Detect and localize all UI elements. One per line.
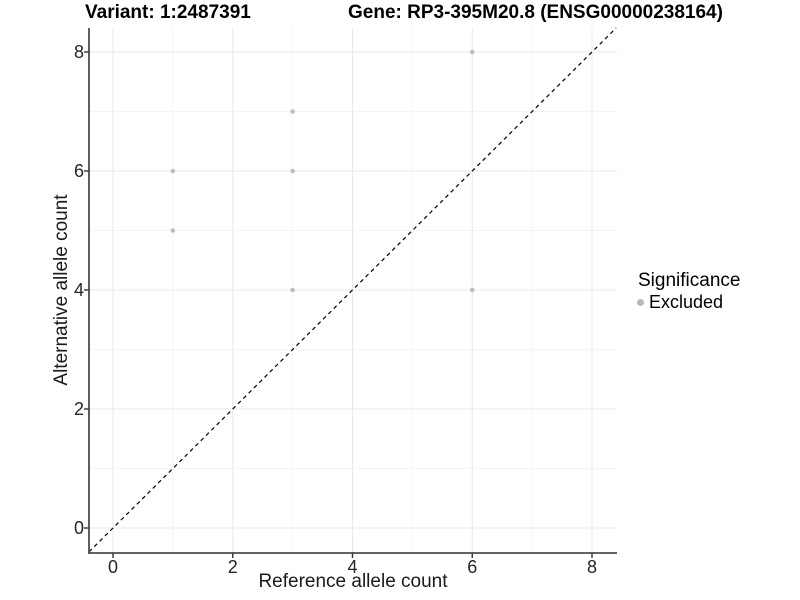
y-tick-label: 6 [73, 161, 84, 181]
y-tick-label: 2 [73, 399, 84, 419]
x-tick-label: 0 [107, 557, 118, 577]
y-tick-label: 4 [73, 280, 84, 300]
y-tick-label: 8 [73, 42, 84, 62]
x-axis-title: Reference allele count [258, 571, 448, 592]
plot-title-variant: Variant: 1:2487391 [85, 2, 251, 23]
x-tick-label: 2 [227, 557, 238, 577]
data-point [469, 49, 475, 55]
y-tick-label: 0 [73, 518, 84, 538]
data-point [469, 287, 475, 293]
legend-item-label: Excluded [649, 292, 724, 312]
x-tick-label: 8 [586, 557, 597, 577]
legend-title: Significance [638, 270, 741, 291]
data-point [170, 228, 176, 233]
data-point [290, 109, 295, 114]
data-point [290, 287, 295, 293]
plot-title-gene: Gene: RP3-395M20.8 (ENSG00000238164) [348, 2, 723, 23]
excluded-point-icon [637, 298, 644, 306]
x-tick-label: 4 [347, 557, 358, 577]
legend: Significance Excluded [630, 271, 740, 312]
identity-dashed-line [88, 27, 617, 553]
data-point [170, 168, 176, 174]
legend-item-excluded: Excluded [630, 292, 740, 312]
data-point [290, 168, 295, 174]
y-axis-title: Alternative allele count [51, 194, 72, 386]
x-tick-label: 6 [467, 557, 478, 577]
